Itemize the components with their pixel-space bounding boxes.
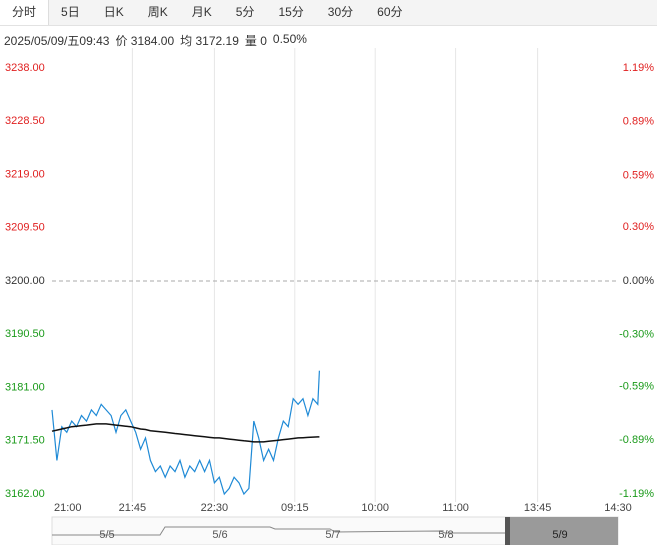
y-tick-label: 3219.00: [5, 168, 45, 180]
tab[interactable]: 30分: [327, 5, 354, 19]
y-tick-label: 3181.00: [5, 381, 45, 393]
info-item: 量 0: [244, 34, 267, 48]
x-tick-label: 10:00: [361, 502, 389, 514]
y-tick-label: 3162.00: [5, 488, 45, 500]
navigator-handle[interactable]: [505, 517, 510, 545]
y2-tick-label: -0.30%: [619, 329, 654, 341]
y2-tick-label: 0.30%: [623, 221, 654, 233]
info-line: 2025/05/09/五09:43 价 3184.00 均 3172.19 量 0 0.…: [4, 32, 307, 49]
x-tick-label: 11:00: [442, 502, 469, 514]
y2-tick-label: 0.89%: [623, 116, 654, 128]
navigator-label: 5/6: [212, 529, 227, 541]
navigator-label: 5/8: [438, 529, 453, 541]
tab[interactable]: 15分: [278, 5, 304, 19]
info-item: 0.50%: [272, 32, 307, 46]
y-tick-label: 3238.00: [5, 62, 45, 74]
x-tick-label: 14:30: [604, 502, 632, 514]
y-tick-label: 3200.00: [5, 275, 45, 287]
tab[interactable]: 周K: [147, 5, 168, 19]
x-tick-label: 13:45: [524, 502, 552, 514]
navigator-label: 5/5: [99, 529, 114, 541]
y2-tick-label: 0.00%: [623, 275, 654, 287]
navigator-label: 5/7: [325, 529, 340, 541]
x-tick-label: 22:30: [201, 502, 229, 514]
navigator-window[interactable]: [508, 517, 618, 545]
y-tick-label: 3228.50: [5, 115, 45, 127]
x-tick-label: 21:00: [54, 502, 82, 514]
tab-bar: 分时 5日 日K 周K 月K 5分 15分 30分 60分: [0, 0, 657, 26]
info-item: 均 3172.19: [180, 34, 239, 48]
y-tick-label: 3171.50: [5, 435, 45, 447]
y2-tick-label: -0.59%: [619, 381, 654, 393]
tab[interactable]: 60分: [377, 5, 403, 19]
tab[interactable]: 日K: [103, 5, 124, 19]
tab[interactable]: 分时: [0, 0, 50, 25]
info-item: 2025/05/09/五09:43: [4, 34, 110, 48]
x-tick-label: 21:45: [119, 502, 147, 514]
info-item: 价 3184.00: [115, 34, 175, 48]
navigator-label: 5/9: [552, 529, 567, 541]
average-line: [51, 423, 320, 443]
y-tick-label: 3209.50: [5, 222, 45, 234]
y2-tick-label: -1.19%: [619, 488, 654, 500]
price-line: [51, 370, 320, 496]
y2-tick-label: 0.59%: [623, 169, 654, 181]
y2-tick-label: 1.19%: [623, 62, 654, 74]
tab[interactable]: 5分: [235, 5, 255, 19]
tab[interactable]: 5日: [61, 5, 80, 19]
x-tick-label: 09:15: [281, 502, 309, 514]
tab[interactable]: 月K: [191, 5, 212, 19]
navigator-line: [52, 526, 505, 536]
y2-tick-label: -0.89%: [619, 434, 654, 446]
y-tick-label: 3190.50: [5, 328, 45, 340]
